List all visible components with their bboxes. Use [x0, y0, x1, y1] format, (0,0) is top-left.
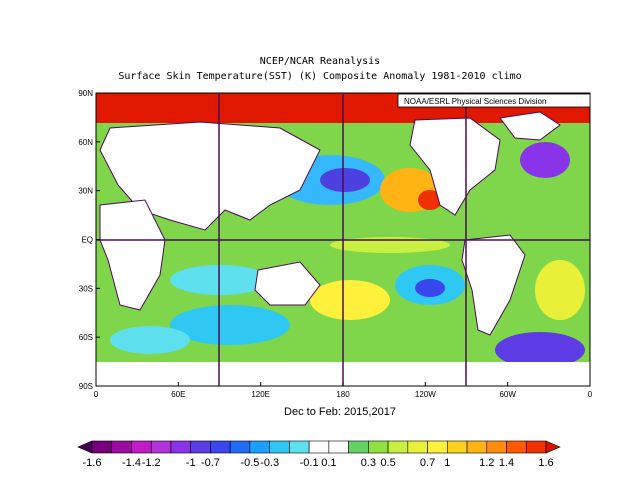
colorbar-label: -1.2	[142, 457, 161, 469]
lon-label: 120W	[415, 390, 436, 399]
colorbar-cell	[308, 440, 330, 454]
colorbar-label: 1	[444, 457, 450, 469]
central-south-pacific-warm	[310, 280, 390, 320]
colorbar-label: 1.2	[479, 457, 494, 469]
credit-box: NOAA/ESRL Physical Sciences Division	[397, 93, 591, 108]
colorbar-cell	[486, 440, 507, 454]
colorbar-cell	[407, 440, 428, 454]
lon-label: 0	[94, 390, 99, 399]
lat-label: EQ	[81, 236, 93, 245]
colorbar-label: -0.1	[300, 457, 319, 469]
colorbar-label: -0.7	[201, 457, 220, 469]
colorbar-label: 1.4	[499, 457, 514, 469]
season-label: Dec to Feb: 2015,2017	[284, 406, 396, 418]
greenland-land	[499, 111, 561, 141]
colorbar-min-arrow	[77, 440, 93, 454]
lat-label: 60S	[79, 333, 93, 342]
eurasia-land	[99, 121, 321, 231]
south-atlantic-warm-anomaly	[535, 260, 585, 320]
indian-ocean-cool	[170, 265, 270, 295]
lon-label: 120E	[251, 390, 270, 399]
colorbar-cell	[368, 440, 389, 454]
colorbar-max-arrow	[545, 440, 561, 454]
colorbar-cell	[249, 440, 270, 454]
colorbar-cell	[289, 440, 310, 454]
africa-land	[99, 199, 166, 311]
colorbar-cell	[229, 440, 251, 454]
lat-label: 30S	[79, 284, 93, 293]
latitude-axis: 90N 60N 30N EQ 30S 60S 90S	[78, 89, 100, 391]
lon-label: 0	[588, 390, 593, 399]
colorbar-cell	[210, 440, 231, 454]
north-america-land	[409, 117, 501, 216]
equatorial-pacific-anomaly	[330, 237, 450, 253]
colorbar-cell	[150, 440, 172, 454]
lon-label: 60E	[171, 390, 185, 399]
colorbar-label: 0.7	[420, 457, 435, 469]
longitude-axis: 0 60E 120E 180 120W 60W 0	[94, 382, 593, 399]
colorbar-cell	[131, 440, 152, 454]
colorbar-cell	[328, 440, 349, 454]
southern-indian-cool-anomaly	[170, 305, 290, 345]
continents	[99, 111, 561, 336]
weddell-cold-anomaly	[495, 332, 585, 368]
colorbar-label: 0.3	[361, 457, 376, 469]
australia-land	[254, 261, 321, 306]
north-atlantic-cold-anomaly	[520, 142, 570, 178]
colorbar-cell	[348, 440, 369, 454]
credit-text: NOAA/ESRL Physical Sciences Division	[404, 97, 546, 106]
colorbar-label: 1.6	[538, 457, 553, 469]
colorbar-label: -1.6	[83, 457, 102, 469]
colorbar-label: 0.1	[321, 457, 336, 469]
colorbar-cell	[466, 440, 488, 454]
lon-label: 60W	[499, 390, 516, 399]
colorbar-cell	[190, 440, 211, 454]
colorbar-labels: -1.6 -1.4 -1.2 -1 -0.7 -0.5 -0.3 -0.1 0.1 0.3 0.5 0…	[83, 457, 554, 469]
colorbar-label: -1	[186, 457, 196, 469]
figure-title: NCEP/NCAR Reanalysis	[259, 56, 381, 67]
colorbar-cell	[506, 440, 527, 454]
colorbar-label: 0.5	[380, 457, 395, 469]
colorbar-cell	[427, 440, 448, 454]
colorbar-cell	[447, 440, 468, 454]
colorbar-cell	[170, 440, 191, 454]
south-pacific-cold-core	[415, 279, 445, 297]
colorbar-cell	[91, 440, 113, 454]
lon-label: 180	[336, 390, 350, 399]
colorbar-cells	[77, 440, 561, 454]
colorbar-label: -0.3	[260, 457, 279, 469]
figure-subtitle-title: Surface Skin Temperature(SST) (K) Compos…	[118, 71, 522, 82]
lat-label: 90S	[79, 382, 93, 391]
colorbar-cell	[269, 440, 290, 454]
south-atlantic-cool-anomaly	[110, 326, 190, 354]
lat-label: 90N	[78, 89, 93, 98]
highlight-gridlines	[96, 93, 590, 386]
colorbar-cell	[111, 440, 132, 454]
lat-label: 60N	[78, 138, 93, 147]
colorbar-label: -0.5	[240, 457, 259, 469]
lat-label: 30N	[78, 187, 93, 196]
north-pacific-cold-core	[320, 168, 370, 192]
colorbar-cell	[525, 440, 547, 454]
colorbar-label: -1.4	[122, 457, 141, 469]
colorbar-cell	[387, 440, 409, 454]
ne-pacific-warm-core	[418, 190, 442, 210]
